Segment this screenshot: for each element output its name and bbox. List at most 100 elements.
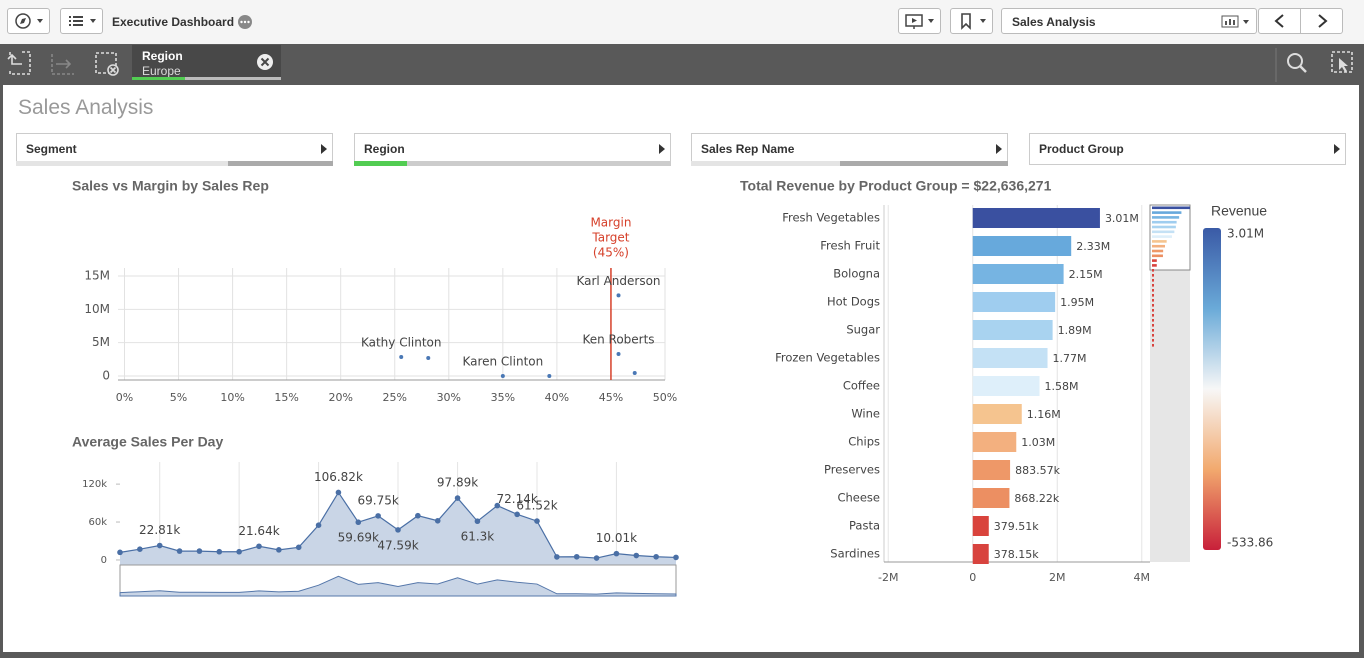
x-tick-label: 50%: [653, 391, 677, 404]
y-tick-label: Frozen Vegetables: [775, 351, 880, 365]
data-point: [673, 554, 679, 561]
bookmark-icon: [961, 13, 986, 30]
bar: [972, 488, 1010, 508]
data-label: 10.01k: [596, 531, 637, 545]
data-point: [593, 555, 600, 561]
bookmark-button[interactable]: [950, 8, 993, 34]
minimap-bar: [1152, 259, 1157, 262]
bar: [972, 292, 1056, 312]
expand-arrow: [1334, 144, 1340, 154]
data-point: [236, 548, 242, 555]
data-label: 21.64k: [238, 524, 279, 538]
minimap-more: [1152, 334, 1154, 337]
y-tick-label: Fresh Fruit: [820, 239, 880, 253]
x-tick-label: 30%: [437, 391, 461, 404]
previous-sheet-button[interactable]: [1258, 8, 1301, 34]
x-tick-label: 0%: [116, 391, 133, 404]
data-point: [632, 371, 637, 375]
data-point: [295, 544, 302, 551]
expand-arrow: [321, 144, 327, 154]
selection-chip[interactable]: Region Europe: [132, 45, 281, 80]
minimap-bar: [1152, 264, 1157, 267]
data-point: [276, 547, 282, 553]
data-label: 1.95M: [1060, 296, 1094, 309]
navigation-button[interactable]: [7, 8, 50, 34]
x-tick-label: 40%: [545, 391, 569, 404]
data-point: [613, 550, 620, 557]
data-label: 47.59k: [377, 538, 418, 552]
selection-value: Europe: [142, 64, 181, 78]
bar: [972, 460, 1011, 480]
sheet-title: Sales Analysis: [18, 96, 154, 119]
legend-max-label: 3.01M: [1227, 227, 1264, 241]
sheet-selector[interactable]: Sales Analysis: [1001, 8, 1257, 34]
minimap-more: [1152, 299, 1154, 302]
data-label: 1.89M: [1058, 324, 1092, 337]
data-point: [426, 356, 431, 360]
x-tick-label: 25%: [383, 391, 407, 404]
data-point: [176, 548, 183, 554]
data-point: [399, 355, 404, 359]
data-point: [216, 548, 223, 555]
x-tick-label: 35%: [491, 391, 515, 404]
point-label: Karl Anderson: [576, 274, 660, 288]
reference-label: Margin: [590, 216, 631, 230]
data-point: [117, 549, 123, 556]
list-icon: [69, 16, 96, 26]
filter-pane[interactable]: Segment: [16, 133, 333, 165]
filter-pane[interactable]: Sales Rep Name: [691, 133, 1008, 165]
app-info-icon[interactable]: [237, 14, 253, 30]
minimap-more: [1152, 284, 1154, 287]
y-tick-label: Hot Dogs: [827, 295, 880, 309]
data-label: 61.3k: [461, 530, 495, 544]
minimap-bar: [1152, 244, 1166, 248]
y-tick-label: 0: [101, 555, 107, 566]
minimap-bar: [1152, 206, 1190, 210]
clear-selection[interactable]: [256, 53, 274, 71]
data-point: [395, 527, 401, 533]
y-tick-label: 5M: [92, 335, 110, 349]
y-tick-label: 0: [102, 369, 110, 383]
minimap-more: [1152, 309, 1154, 312]
data-label: 2.15M: [1069, 268, 1103, 281]
data-label: 1.16M: [1027, 408, 1061, 421]
expand-arrow: [659, 144, 665, 154]
data-label: 378.15k: [994, 548, 1039, 561]
y-tick-label: 120k: [82, 479, 107, 490]
minimap-more: [1152, 269, 1154, 272]
legend-gradient: [1203, 228, 1221, 550]
selection-field: Region: [142, 49, 183, 63]
data-point: [196, 548, 203, 554]
filter-state-excluded: [407, 161, 671, 166]
selection-state-selected: [132, 77, 185, 80]
minimap-bar: [1152, 249, 1164, 253]
minimap-bar: [1152, 220, 1177, 224]
y-tick-label: Chips: [848, 435, 880, 449]
minimap-more: [1152, 314, 1154, 317]
bar: [972, 320, 1053, 340]
filter-label: Sales Rep Name: [701, 142, 795, 156]
x-tick-label: 5%: [170, 391, 187, 404]
compass-icon: [15, 13, 43, 29]
minimap-more: [1152, 304, 1154, 307]
sheets-menu-button[interactable]: [60, 8, 103, 34]
present-button[interactable]: [898, 8, 941, 34]
y-tick-label: Wine: [851, 407, 880, 421]
data-point: [653, 553, 659, 560]
bar: [972, 236, 1072, 256]
selections-bar: Region Europe: [0, 44, 1364, 85]
x-tick-label: 15%: [274, 391, 298, 404]
filter-state-alternative: [840, 161, 1008, 166]
reference-label: (45%): [593, 246, 629, 260]
bar: [972, 516, 989, 536]
data-point: [355, 519, 362, 526]
y-tick-label: Bologna: [833, 267, 880, 281]
filter-state-bar: [691, 161, 1008, 166]
data-label: 2.33M: [1076, 240, 1110, 253]
data-label: 1.58M: [1045, 380, 1079, 393]
next-sheet-button[interactable]: [1300, 8, 1343, 34]
filter-pane[interactable]: Product Group: [1029, 133, 1346, 165]
point-label: Karen Clinton: [462, 355, 543, 369]
chevron-right: [1318, 14, 1328, 28]
